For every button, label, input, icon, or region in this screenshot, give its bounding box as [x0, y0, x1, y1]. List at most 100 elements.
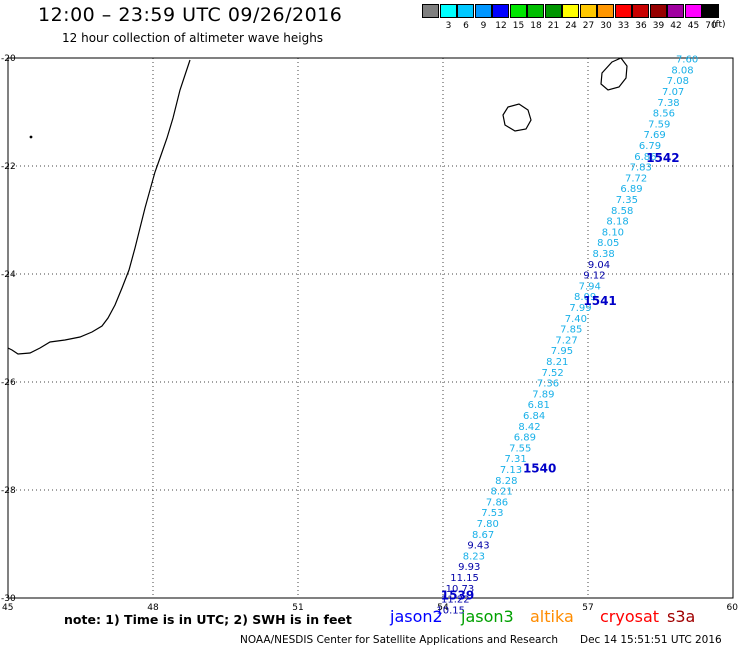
- wave-height-label: 8.23: [463, 551, 485, 562]
- scale-label: 30: [600, 21, 612, 31]
- map-grid: [8, 58, 733, 598]
- satellite-legend-item: altika: [530, 607, 574, 626]
- wave-height-label: 7.69: [644, 130, 666, 141]
- map-border: [7, 57, 734, 599]
- scale-label: 27: [582, 21, 595, 31]
- scale-label: 42: [670, 21, 682, 31]
- scale-swatch: [614, 4, 632, 18]
- lat-tick-label: -30: [1, 594, 16, 604]
- orbit-labels: 1542 1541 1540 1539: [441, 151, 680, 602]
- scale-label: 3: [445, 21, 452, 31]
- lat-tick-label: -22: [1, 162, 16, 172]
- scale-swatch: [597, 4, 614, 18]
- scale-swatch: [649, 4, 667, 18]
- map-frame: [7, 57, 734, 599]
- wave-height-label: 7.52: [542, 368, 564, 379]
- wave-height-label: 7.31: [504, 454, 526, 465]
- scale-label: 70: [705, 21, 717, 31]
- lat-tick-label: -26: [1, 378, 16, 388]
- wave-height-label: 7.40: [565, 314, 587, 325]
- wave-height-label: 7.95: [551, 346, 573, 357]
- note-text: note: 1) Time is in UTC; 2) SWH is in fe…: [64, 612, 352, 627]
- wave-height-label: 6.79: [639, 141, 661, 152]
- wave-height-label: 7.53: [481, 508, 503, 519]
- wave-height-label: 7.60: [676, 55, 698, 66]
- wave-height-label: 9.43: [467, 541, 489, 552]
- scale-swatch: [632, 4, 649, 18]
- scale-label: 9: [480, 21, 487, 31]
- islet-dot: [29, 135, 33, 139]
- scale-swatch: [579, 4, 597, 18]
- wave-height-label: 8.18: [606, 217, 628, 228]
- wave-height-label: 8.08: [671, 65, 693, 76]
- scale-swatch: [492, 4, 509, 18]
- wave-height-label: 7.08: [667, 76, 689, 87]
- scale-unit: (ft): [712, 20, 726, 30]
- wave-height-label: 8.21: [491, 487, 513, 498]
- madagascar-coastline: [7, 59, 191, 355]
- orbit-number-label: 1542: [646, 151, 679, 165]
- scale-label: 39: [652, 21, 665, 31]
- reunion-island: [502, 103, 532, 132]
- wave-height-label: 9.12: [583, 271, 605, 282]
- wave-height-label: 7.27: [555, 335, 577, 346]
- scale-label: 15: [512, 21, 525, 31]
- scale-label: 12: [495, 21, 507, 31]
- wave-height-label: 8.38: [593, 249, 615, 260]
- wave-height-label: 6.86: [634, 152, 656, 163]
- wave-height-label: 11.15: [450, 573, 479, 584]
- wave-height-label: 7.36: [537, 379, 559, 390]
- wave-height-label: 7.99: [569, 303, 591, 314]
- wave-height-label: 7.86: [486, 497, 508, 508]
- wave-height-label: 6.81: [528, 400, 550, 411]
- wave-height-label: 8.21: [546, 357, 568, 368]
- scale-swatch: [422, 4, 439, 18]
- scale-label: 36: [635, 21, 647, 31]
- lon-tick-label: 48: [147, 603, 159, 613]
- map-axes: 45 48 51 54 57 60 -20 -22 -24 -26 -28 -30: [1, 54, 738, 613]
- wave-height-label: 7.13: [500, 465, 522, 476]
- credit-text: NOAA/NESDIS Center for Satellite Applica…: [240, 634, 558, 646]
- wave-height-label: 8.05: [597, 238, 619, 249]
- wave-height-label: 8.09: [574, 292, 596, 303]
- scale-swatch: [702, 4, 719, 18]
- coastline: [7, 57, 628, 355]
- scale-swatch: [509, 4, 527, 18]
- wave-height-label: 7.94: [579, 281, 601, 292]
- wave-height-label: 6.89: [620, 184, 642, 195]
- wave-height-label: 10.15: [436, 605, 465, 616]
- scale-swatch: [457, 4, 474, 18]
- wave-height-label: 7.85: [560, 325, 582, 336]
- orbit-number-label: 1541: [583, 294, 616, 308]
- mauritius-island: [600, 57, 628, 91]
- scale-swatch: [667, 4, 684, 18]
- lon-tick-label: 57: [582, 603, 593, 613]
- wave-height-label: 6.89: [514, 433, 536, 444]
- wave-height-label: 7.72: [625, 173, 647, 184]
- satellite-track: 7.608.087.087.077.388.567.597.696.796.86…: [436, 55, 698, 617]
- scale-label: 18: [530, 21, 542, 31]
- wave-height-label: 7.89: [532, 389, 554, 400]
- wave-height-label: 7.07: [662, 87, 684, 98]
- scale-label: 45: [687, 21, 700, 31]
- wave-height-label: 11.22: [441, 595, 470, 606]
- lat-tick-label: -24: [1, 270, 16, 280]
- page-title: 12:00 – 23:59 UTC 09/26/2016: [38, 4, 343, 26]
- wave-height-label: 7.38: [657, 98, 679, 109]
- wave-height-label: 7.59: [648, 119, 670, 130]
- wave-height-label: 10.73: [446, 584, 475, 595]
- wave-height-label: 8.58: [611, 206, 633, 217]
- timestamp-text: Dec 14 15:51:51 UTC 2016: [580, 634, 722, 646]
- wave-height-label: 8.67: [472, 530, 494, 541]
- scale-swatch: [439, 4, 457, 18]
- lon-tick-label: 54: [437, 603, 449, 613]
- wave-height-label: 7.55: [509, 443, 531, 454]
- lon-tick-label: 60: [727, 603, 739, 613]
- wave-height-label: 8.28: [495, 476, 517, 487]
- wave-height-label: 7.80: [477, 519, 499, 530]
- scale-label: 24: [565, 21, 577, 31]
- wave-height-label: 9.93: [458, 562, 480, 573]
- wave-height-label: 7.83: [630, 163, 652, 174]
- scale-label: 6: [463, 21, 469, 31]
- lon-tick-label: 51: [292, 603, 303, 613]
